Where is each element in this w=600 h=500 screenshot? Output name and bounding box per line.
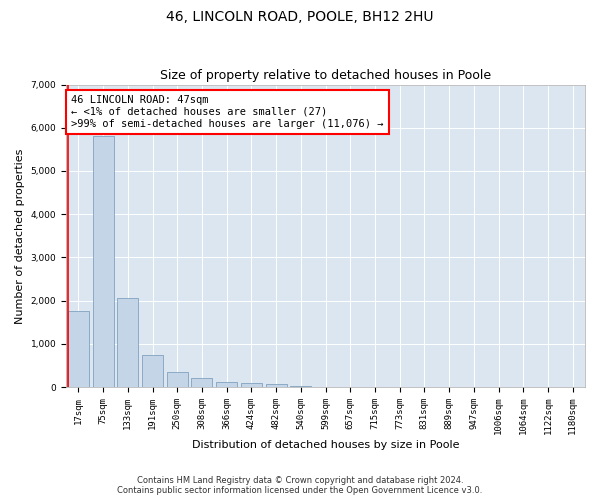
Bar [68, 312, 89, 387]
Bar [167, 372, 188, 387]
Bar [142, 354, 163, 387]
Bar [290, 386, 311, 387]
Bar [191, 378, 212, 387]
X-axis label: Distribution of detached houses by size in Poole: Distribution of detached houses by size … [192, 440, 459, 450]
Text: Contains HM Land Registry data © Crown copyright and database right 2024.
Contai: Contains HM Land Registry data © Crown c… [118, 476, 482, 495]
Bar [92, 136, 113, 387]
Bar [241, 383, 262, 387]
Bar [118, 298, 139, 387]
Text: 46, LINCOLN ROAD, POOLE, BH12 2HU: 46, LINCOLN ROAD, POOLE, BH12 2HU [166, 10, 434, 24]
Title: Size of property relative to detached houses in Poole: Size of property relative to detached ho… [160, 69, 491, 82]
Text: 46 LINCOLN ROAD: 47sqm
← <1% of detached houses are smaller (27)
>99% of semi-de: 46 LINCOLN ROAD: 47sqm ← <1% of detached… [71, 96, 383, 128]
Bar [266, 384, 287, 387]
Bar [216, 382, 237, 387]
Y-axis label: Number of detached properties: Number of detached properties [15, 148, 25, 324]
